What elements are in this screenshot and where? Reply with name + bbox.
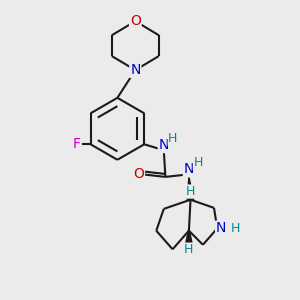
Text: H: H	[193, 156, 203, 170]
Text: H: H	[230, 222, 240, 235]
Text: O: O	[130, 14, 141, 28]
Polygon shape	[186, 228, 192, 244]
Text: N: N	[159, 138, 169, 152]
Text: H: H	[186, 185, 195, 198]
Text: H: H	[184, 243, 194, 256]
Text: F: F	[73, 137, 81, 151]
Text: N: N	[184, 162, 194, 176]
Text: O: O	[133, 167, 144, 181]
Polygon shape	[187, 177, 194, 200]
Text: N: N	[130, 63, 140, 77]
Text: H: H	[168, 132, 178, 145]
Text: N: N	[216, 221, 226, 236]
